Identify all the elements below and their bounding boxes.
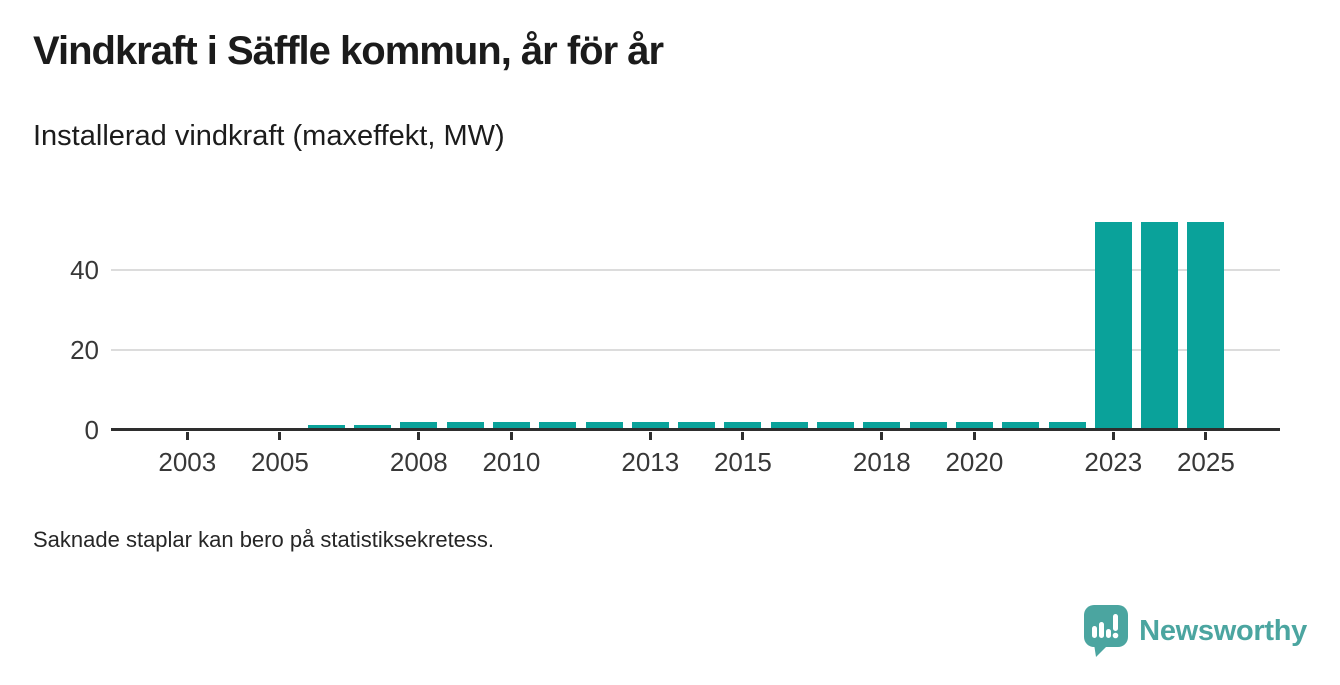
x-tick-2018 bbox=[880, 432, 884, 440]
bar-2023 bbox=[1094, 222, 1132, 430]
gridline-20 bbox=[111, 349, 1280, 351]
x-axis-line bbox=[111, 428, 1280, 431]
y-tick-label-20: 20 bbox=[70, 335, 99, 365]
bar-2020 bbox=[955, 422, 993, 430]
bar-2015 bbox=[724, 422, 762, 430]
chart-subtitle: Installerad vindkraft (maxeffekt, MW) bbox=[33, 120, 505, 152]
bar-2010 bbox=[492, 422, 530, 430]
x-tick-2013 bbox=[648, 432, 652, 440]
footnote: Saknade staplar kan bero på statistiksek… bbox=[33, 527, 495, 552]
x-tick-2015 bbox=[741, 432, 745, 440]
bar-2018 bbox=[863, 422, 901, 430]
plot-area: 0 20 40 2003 2005 2008 2010 2013 2015 2018 2020 20… bbox=[70, 210, 1280, 477]
bar-2019 bbox=[909, 422, 947, 430]
bar-2007 bbox=[354, 424, 391, 430]
bar-2024 bbox=[1141, 222, 1179, 430]
bar-2025 bbox=[1187, 222, 1225, 430]
bar-2006 bbox=[307, 424, 345, 430]
x-tick-label-2025: 2025 bbox=[1176, 447, 1235, 477]
bar-2009 bbox=[446, 422, 484, 430]
bar-2011 bbox=[539, 422, 577, 430]
newsworthy-logo: Newsworthy bbox=[1083, 604, 1307, 658]
x-tick-2003 bbox=[185, 432, 189, 440]
x-tick-label-2015: 2015 bbox=[713, 447, 772, 477]
x-tick-label-2013: 2013 bbox=[621, 447, 680, 477]
x-tick-2008 bbox=[417, 432, 421, 440]
x-tick-label-2020: 2020 bbox=[945, 447, 1004, 477]
bar-2021 bbox=[1002, 422, 1040, 430]
x-tick-label-2003: 2003 bbox=[158, 447, 217, 477]
x-tick-label-2023: 2023 bbox=[1084, 447, 1143, 477]
x-tick-2023 bbox=[1111, 432, 1115, 440]
x-tick-label-2008: 2008 bbox=[389, 447, 448, 477]
bar-2012 bbox=[585, 422, 623, 430]
bar-2008 bbox=[400, 422, 438, 430]
x-tick-2025 bbox=[1204, 432, 1208, 440]
y-tick-label-40: 40 bbox=[70, 255, 99, 285]
newsworthy-logo-text: Newsworthy bbox=[1139, 614, 1307, 647]
bar-2013 bbox=[631, 422, 669, 430]
newsworthy-logo-icon bbox=[1084, 605, 1129, 657]
x-tick-label-2010: 2010 bbox=[482, 447, 541, 477]
bar-2014 bbox=[678, 422, 716, 430]
x-tick-label-2005: 2005 bbox=[250, 447, 309, 477]
chart-title: Vindkraft i Säffle kommun, år för år bbox=[33, 29, 664, 73]
x-tick-label-2018: 2018 bbox=[852, 447, 911, 477]
gridline-40 bbox=[111, 269, 1280, 271]
bar-2016 bbox=[770, 422, 808, 430]
x-tick-2005 bbox=[278, 432, 282, 440]
x-tick-2010 bbox=[509, 432, 513, 440]
x-tick-2020 bbox=[972, 432, 976, 440]
bar-2017 bbox=[817, 422, 854, 430]
bar-2022 bbox=[1048, 422, 1086, 430]
y-tick-label-0: 0 bbox=[84, 415, 99, 445]
